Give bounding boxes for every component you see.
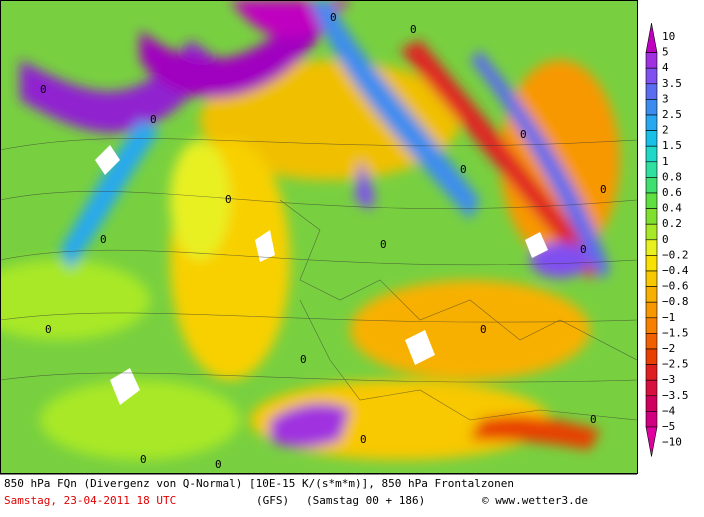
legend-label: 2.5: [662, 108, 682, 121]
legend-label: 0.2: [662, 217, 682, 230]
legend-label: 5: [662, 46, 669, 59]
legend-label: −0.4: [662, 264, 689, 277]
legend-label: 0: [662, 233, 669, 246]
legend-label: −3.5: [662, 389, 689, 402]
contour-label: 0: [590, 413, 597, 426]
legend-swatch: [645, 177, 658, 194]
legend-swatch: [645, 333, 658, 350]
legend-swatch: [645, 364, 658, 381]
legend-label: −1.5: [662, 326, 689, 339]
legend-label: 0.8: [662, 170, 682, 183]
legend-swatch: [645, 145, 658, 163]
legend-swatch: [645, 223, 658, 241]
legend-swatch: [645, 348, 658, 365]
contour-label: 0: [330, 11, 337, 24]
legend-swatch: [645, 411, 658, 428]
legend-swatch: [645, 22, 658, 53]
legend-label: −2.5: [662, 358, 689, 371]
contour-label: 0: [215, 458, 222, 471]
contour-label: 0: [150, 113, 157, 126]
legend-swatch: [645, 161, 658, 178]
legend: 10 5 4 3.5 3 2.5 2 1.5 1 0.8 0.6 0.4 0.2 0 −0.2 −0.4 −0.…: [645, 22, 689, 457]
legend-label: −5: [662, 420, 675, 433]
legend-label: 2: [662, 124, 669, 137]
legend-label: −3: [662, 373, 675, 386]
legend-swatch: [645, 270, 658, 287]
legend-swatch: [645, 286, 658, 303]
contour-label: 0: [100, 233, 107, 246]
legend-label: −4: [662, 404, 676, 417]
legend-label: −10: [662, 436, 682, 449]
contour-label: 0: [410, 23, 417, 36]
legend-swatch: [645, 208, 658, 225]
legend-label: −2: [662, 342, 675, 355]
map: 0 0 0 0 0 0 0 0 0 0 0 0 0 0 0 0 0 0: [0, 0, 637, 473]
legend-swatch: [645, 83, 658, 100]
legend-label: 10: [662, 30, 675, 43]
legend-swatch: [645, 192, 658, 209]
contour-label: 0: [380, 238, 387, 251]
contour-label: 0: [300, 353, 307, 366]
legend-swatch: [645, 67, 658, 85]
legend-label: −1: [662, 311, 675, 324]
contour-label: 0: [40, 83, 47, 96]
date: Samstag, 23-04-2011 18 UTC: [4, 494, 176, 507]
legend-label: −0.8: [662, 295, 689, 308]
contour-label: 0: [580, 243, 587, 256]
legend-label: 0.4: [662, 202, 682, 215]
legend-swatch: [645, 52, 658, 69]
legend-swatch: [645, 99, 658, 116]
contour-label: 0: [460, 163, 467, 176]
contour-label: 0: [360, 433, 367, 446]
legend-label: 4: [662, 61, 669, 74]
legend-swatch: [645, 379, 658, 397]
legend-swatch: [645, 130, 658, 147]
legend-swatch: [645, 239, 658, 256]
legend-label: −0.6: [662, 280, 689, 293]
legend-swatch: [645, 255, 658, 272]
legend-swatch: [645, 426, 658, 457]
contour-label: 0: [140, 453, 147, 466]
contour-label: 0: [225, 193, 232, 206]
legend-swatch: [645, 395, 658, 412]
legend-label: 1.5: [662, 139, 682, 152]
run: (Samstag 00 + 186): [306, 494, 425, 507]
legend-swatch: [645, 317, 658, 334]
legend-swatch: [645, 114, 658, 131]
contour-label: 0: [520, 128, 527, 141]
legend-label: −0.2: [662, 248, 689, 261]
contour-label: 0: [480, 323, 487, 336]
contour-label: 0: [45, 323, 52, 336]
legend-label: 3.5: [662, 77, 682, 90]
legend-label: 0.6: [662, 186, 682, 199]
model: (GFS): [256, 494, 289, 507]
copyright: © www.wetter3.de: [482, 494, 588, 507]
legend-label: 3: [662, 92, 669, 105]
contour-label: 0: [600, 183, 607, 196]
legend-label: 1: [662, 155, 669, 168]
caption: 850 hPa FQn (Divergenz von Q-Normal) [10…: [4, 477, 514, 490]
legend-swatch: [645, 301, 658, 319]
